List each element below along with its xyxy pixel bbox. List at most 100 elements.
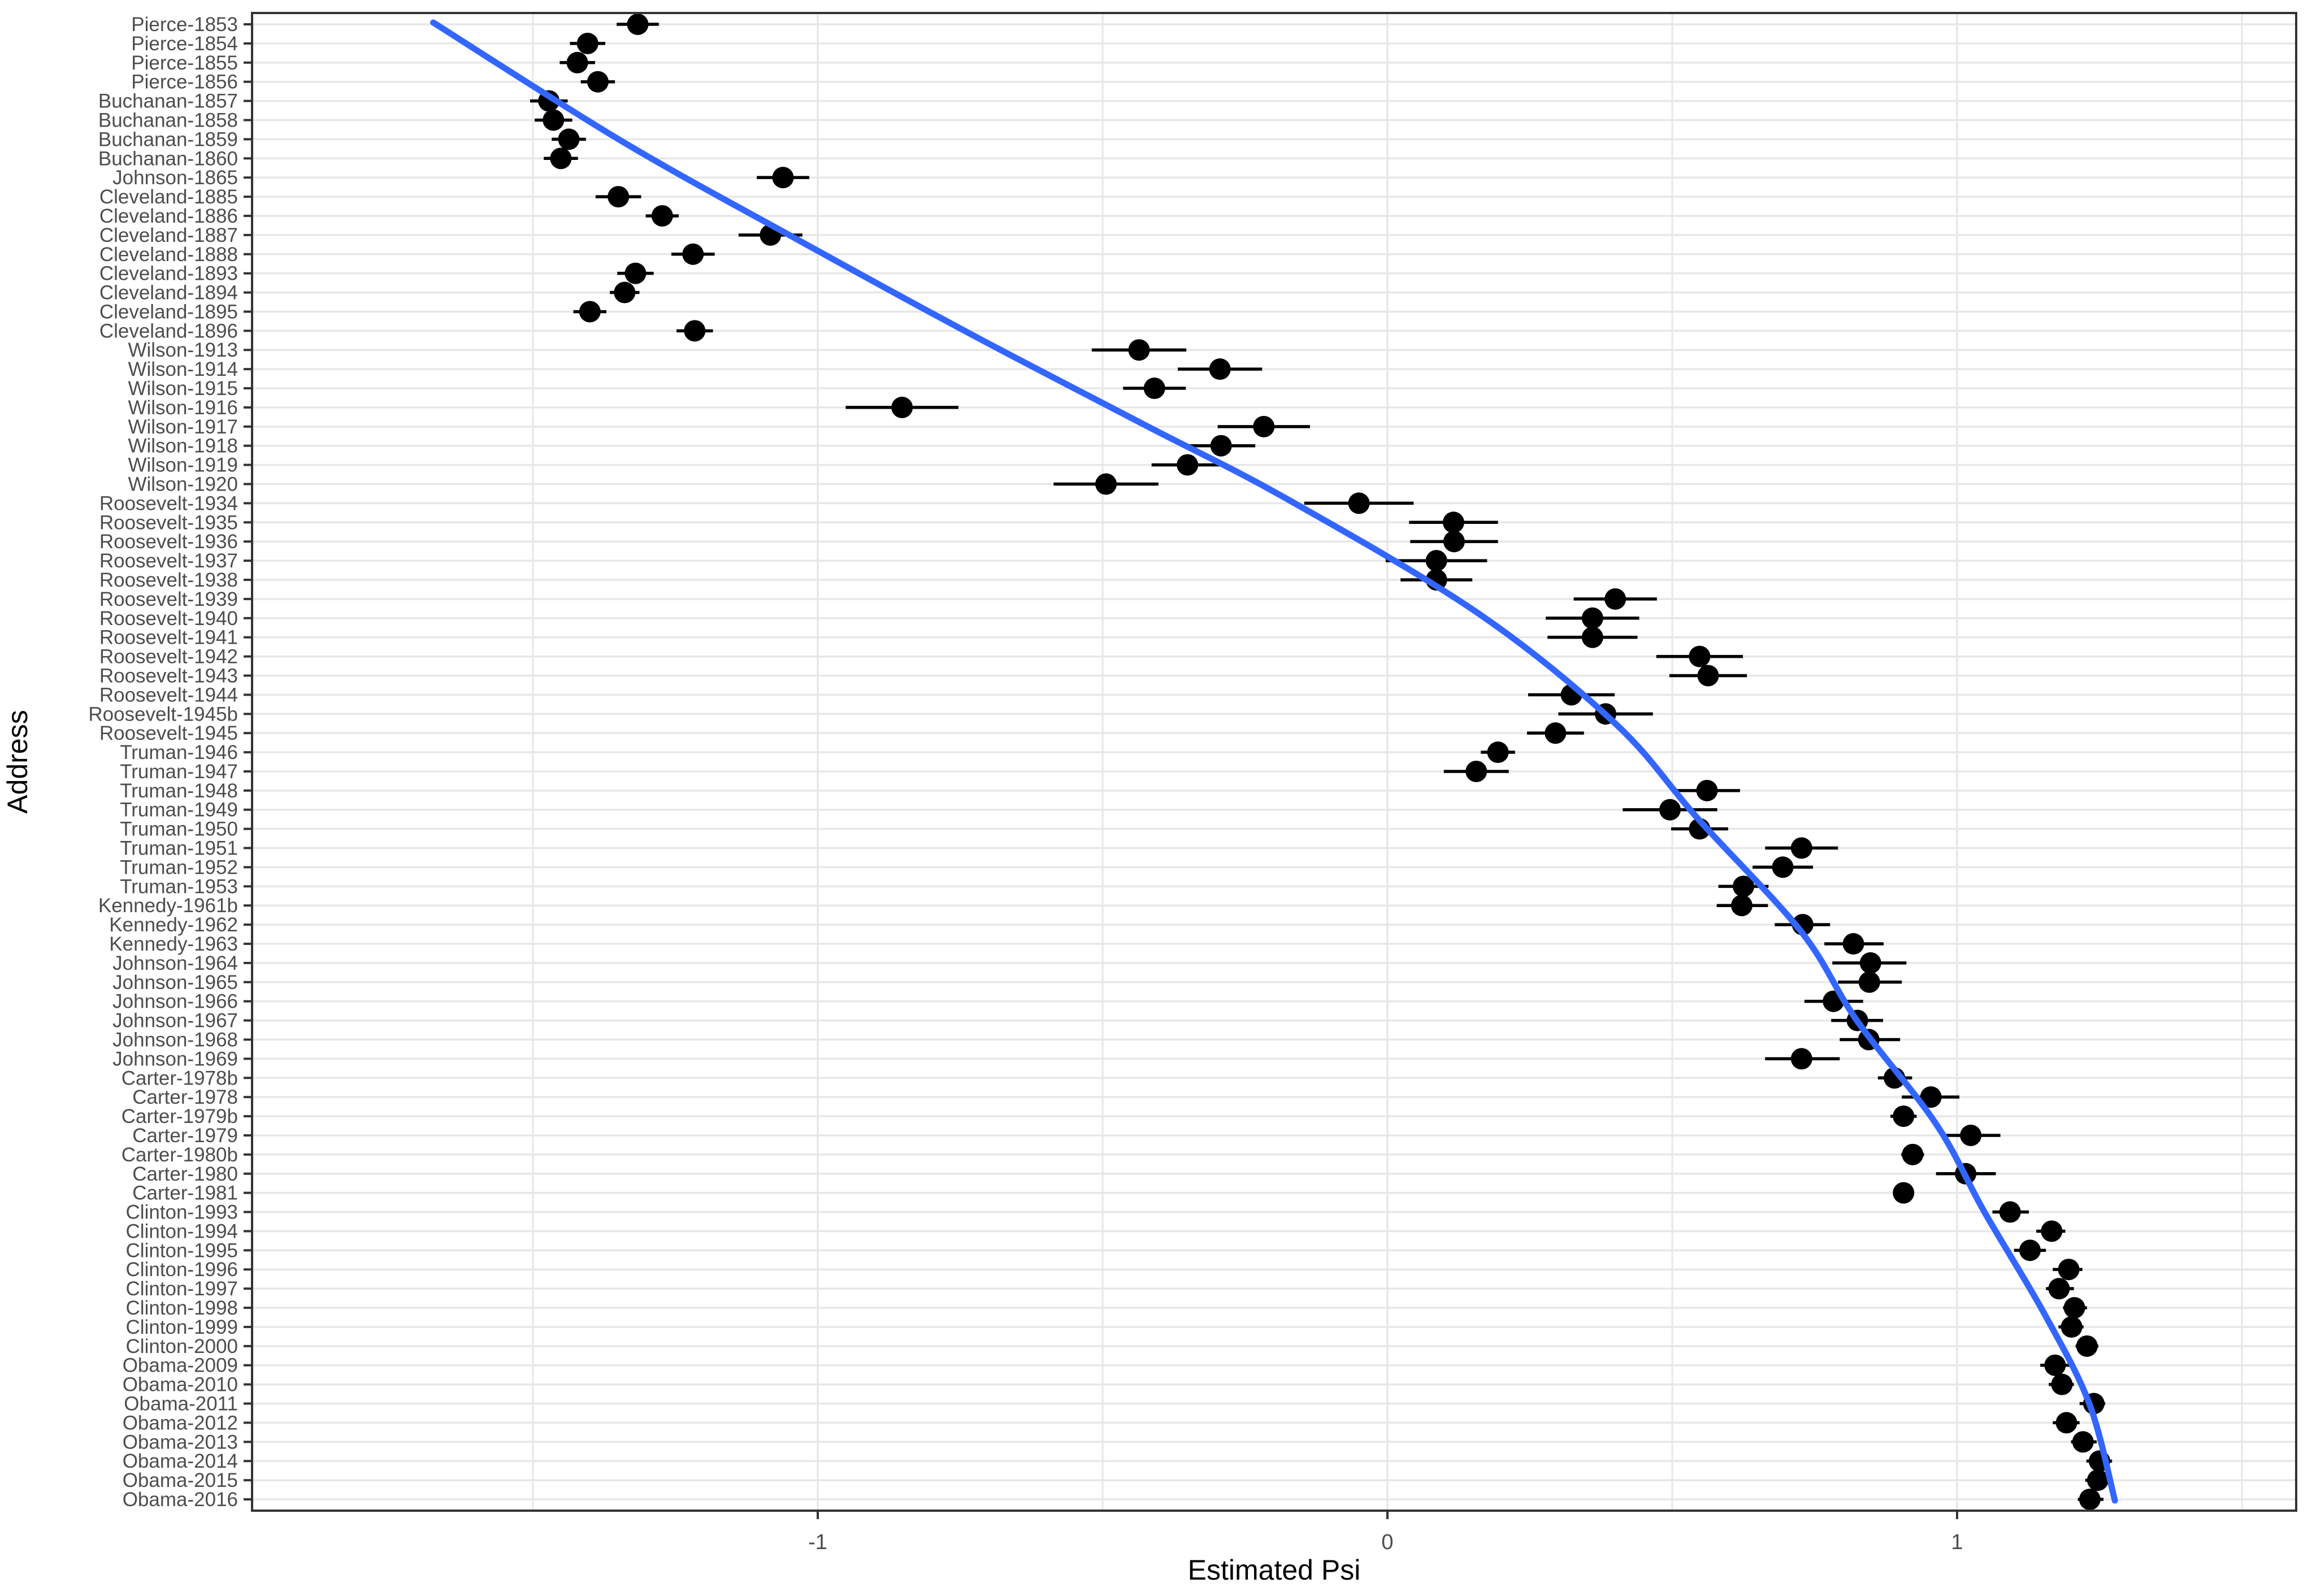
data-row (1443, 760, 1509, 782)
y-tick-label: Truman-1950 (120, 818, 238, 840)
y-tick-label: Pierce-1855 (131, 52, 238, 74)
point-estimate (2061, 1316, 2083, 1338)
data-row (2085, 1469, 2110, 1491)
y-tick-label: Clinton-1997 (126, 1278, 238, 1300)
data-row (1945, 1124, 2001, 1146)
y-tick-label: Truman-1946 (120, 741, 238, 764)
data-row (845, 396, 958, 418)
data-row (2053, 1259, 2083, 1281)
y-tick-label: Obama-2014 (123, 1450, 238, 1472)
data-row (1765, 837, 1838, 859)
point-estimate (1689, 645, 1711, 667)
data-row (580, 71, 615, 93)
data-row (1716, 895, 1768, 917)
data-row (610, 281, 640, 303)
data-row (645, 205, 679, 227)
point-estimate (1696, 779, 1718, 801)
point-estimate (1859, 952, 1881, 974)
point-estimate (1733, 875, 1754, 897)
y-tick-label: Cleveland-1887 (99, 224, 238, 246)
y-tick-label: Kennedy-1962 (109, 914, 238, 936)
y-tick-label: Clinton-2000 (126, 1335, 238, 1358)
y-tick-label: Clinton-1993 (126, 1202, 238, 1224)
y-tick-label: Johnson-1965 (112, 972, 238, 994)
y-tick-label: Obama-2012 (123, 1412, 238, 1434)
data-row (1053, 473, 1159, 495)
y-tick-label: Truman-1948 (120, 780, 238, 802)
y-tick-label: Buchanan-1859 (98, 128, 238, 150)
data-row (2071, 1431, 2097, 1453)
y-tick-label: Roosevelt-1934 (99, 492, 238, 514)
data-row (1385, 550, 1487, 572)
point-estimate (1902, 1143, 1924, 1165)
y-tick-label: Wilson-1914 (128, 358, 238, 380)
point-estimate (2044, 1354, 2066, 1376)
point-estimate (624, 262, 647, 284)
point-estimate (1960, 1124, 1982, 1146)
point-estimate (2041, 1220, 2063, 1242)
data-row (2063, 1297, 2087, 1319)
y-tick-label: Clinton-1996 (126, 1259, 238, 1281)
data-row (2075, 1335, 2098, 1357)
y-tick-label: Johnson-1966 (112, 991, 238, 1013)
point-estimate (1443, 531, 1465, 553)
y-tick-label: Clinton-1994 (126, 1220, 238, 1242)
data-row (2014, 1239, 2046, 1261)
point-estimate (2087, 1469, 2109, 1491)
y-tick-label: Wilson-1913 (128, 339, 238, 361)
data-row (2058, 1316, 2084, 1338)
y-tick-label: Cleveland-1885 (99, 186, 238, 208)
data-row (2046, 1278, 2074, 1300)
y-tick-label: Cleveland-1888 (99, 244, 238, 266)
point-estimate (1772, 856, 1794, 878)
point-estimate (2079, 1488, 2101, 1510)
y-tick-label: Obama-2016 (123, 1489, 238, 1511)
data-row (1187, 435, 1256, 457)
y-tick-label: Obama-2015 (123, 1469, 238, 1491)
point-estimate (1095, 473, 1117, 495)
point-estimate (1143, 378, 1165, 400)
point-estimate (614, 281, 636, 303)
point-estimate (891, 396, 913, 418)
point-estimate (1999, 1201, 2021, 1223)
y-tick-label: Obama-2013 (123, 1431, 238, 1453)
y-tick-label: Pierce-1856 (131, 71, 238, 93)
point-estimate (1920, 1086, 1942, 1108)
data-row (1992, 1201, 2029, 1223)
point-estimate (2076, 1335, 2098, 1357)
point-estimate (2051, 1373, 2073, 1395)
y-tick-label: Carter-1979b (122, 1105, 238, 1127)
data-row (1481, 741, 1515, 764)
data-row (1838, 971, 1902, 993)
point-estimate (2048, 1278, 2070, 1300)
x-tick-label: -1 (808, 1530, 827, 1554)
point-estimate (2072, 1431, 2094, 1453)
point-estimate (1487, 741, 1509, 764)
data-row (757, 167, 809, 189)
point-estimate (1893, 1182, 1915, 1204)
y-tick-label: Cleveland-1886 (99, 205, 238, 227)
point-estimate (1581, 607, 1603, 629)
y-tick-label: Johnson-1964 (112, 952, 238, 974)
data-row (535, 109, 572, 131)
point-estimate (2019, 1239, 2041, 1261)
y-tick-label: Obama-2009 (123, 1355, 238, 1377)
data-row (544, 148, 578, 170)
y-tick-label: Wilson-1918 (128, 435, 238, 457)
point-estimate (1858, 971, 1880, 993)
y-tick-label: Obama-2010 (123, 1374, 238, 1396)
data-row (2077, 1488, 2104, 1510)
smooth-trend-line (430, 19, 2118, 1504)
y-tick-label: Johnson-1969 (112, 1048, 238, 1070)
y-tick-label: Wilson-1917 (128, 416, 238, 438)
point-estimate (2058, 1259, 2080, 1281)
point-estimate (1425, 550, 1447, 572)
point-estimate (608, 186, 630, 208)
point-estimate (1604, 588, 1626, 610)
data-row (1547, 626, 1638, 648)
y-axis-title: Address (2, 710, 33, 813)
y-tick-label: Roosevelt-1938 (99, 569, 238, 591)
point-estimate (1842, 933, 1864, 955)
data-row (1901, 1143, 1924, 1165)
